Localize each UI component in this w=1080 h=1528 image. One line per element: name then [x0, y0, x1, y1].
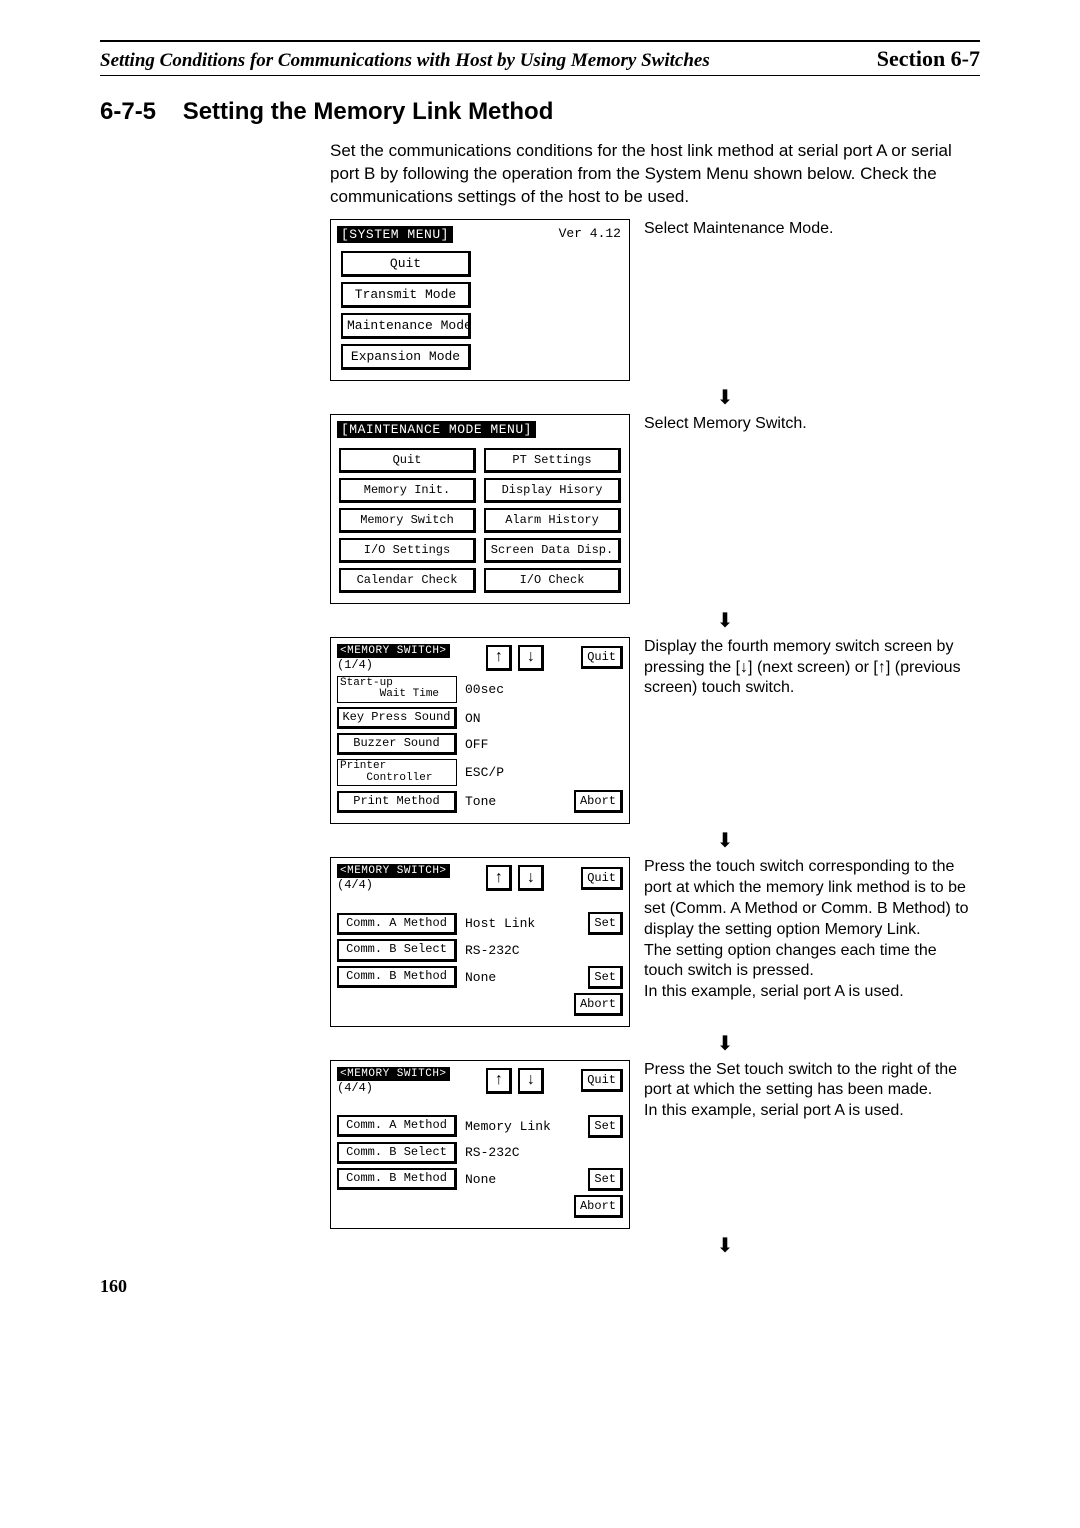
prev-screen-button[interactable]: ↑	[486, 865, 512, 891]
header-left: Setting Conditions for Communications wi…	[100, 50, 710, 72]
quit-button[interactable]: Quit	[581, 867, 623, 890]
comm-b-select-value: RS-232C	[465, 943, 623, 958]
arrow-down-icon: ⬇	[470, 828, 980, 853]
prev-screen-button[interactable]: ↑	[486, 1068, 512, 1094]
calendar-check-button[interactable]: Calendar Check	[339, 568, 476, 593]
alarm-history-button[interactable]: Alarm History	[484, 508, 621, 533]
quit-button[interactable]: Quit	[339, 448, 476, 473]
running-header: Setting Conditions for Communications wi…	[100, 46, 980, 72]
quit-button[interactable]: Quit	[581, 646, 623, 669]
printer-controller-value: ESC/P	[465, 765, 623, 780]
io-check-button[interactable]: I/O Check	[484, 568, 621, 593]
next-screen-button[interactable]: ↓	[518, 1068, 544, 1094]
memory-switch-panel-1: <MEMORY SWITCH> (1/4) ↑ ↓ Quit Start-up …	[330, 637, 630, 825]
memory-switch-tag: <MEMORY SWITCH>	[337, 1067, 450, 1081]
page-number: 160	[100, 1276, 980, 1297]
buzzer-sound-button[interactable]: Buzzer Sound	[337, 733, 457, 755]
prev-screen-button[interactable]: ↑	[486, 645, 512, 671]
arrow-down-icon: ⬇	[470, 385, 980, 410]
comm-a-method-button[interactable]: Comm. A Method	[337, 1115, 457, 1137]
start-up-wait-value: 00sec	[465, 682, 623, 697]
maintenance-menu-title: [MAINTENANCE MODE MENU]	[337, 421, 536, 438]
abort-button[interactable]: Abort	[574, 790, 623, 813]
print-method-value: Tone	[465, 794, 566, 809]
system-menu-panel: [SYSTEM MENU] Ver 4.12 Quit Transmit Mod…	[330, 219, 630, 381]
memory-switch-panel-3: <MEMORY SWITCH> (4/4) ↑ ↓ Quit Comm. A M…	[330, 1060, 630, 1229]
memory-switch-panel-2: <MEMORY SWITCH> (4/4) ↑ ↓ Quit Comm. A M…	[330, 857, 630, 1026]
arrow-down-icon: ⬇	[470, 1031, 980, 1056]
key-press-sound-button[interactable]: Key Press Sound	[337, 707, 457, 729]
buzzer-sound-value: OFF	[465, 737, 623, 752]
io-settings-button[interactable]: I/O Settings	[339, 538, 476, 563]
comm-b-method-button[interactable]: Comm. B Method	[337, 966, 457, 988]
abort-button[interactable]: Abort	[574, 1195, 623, 1218]
page-indicator: (1/4)	[337, 658, 450, 672]
comm-b-select-button[interactable]: Comm. B Select	[337, 939, 457, 961]
screen-data-disp-button[interactable]: Screen Data Disp.	[484, 538, 621, 563]
arrow-down-icon: ⬇	[470, 1233, 980, 1258]
pt-settings-button[interactable]: PT Settings	[484, 448, 621, 473]
memory-init-button[interactable]: Memory Init.	[339, 478, 476, 503]
intro-text: Set the communications conditions for th…	[330, 140, 980, 209]
start-up-wait-label: Start-up Wait Time	[337, 676, 457, 703]
section-heading: 6-7-5 Setting the Memory Link Method	[100, 98, 980, 126]
step3-desc: Display the fourth memory switch screen …	[644, 637, 980, 699]
maintenance-menu-panel: [MAINTENANCE MODE MENU] Quit Memory Init…	[330, 414, 630, 604]
print-method-button[interactable]: Print Method	[337, 791, 457, 813]
next-screen-button[interactable]: ↓	[518, 865, 544, 891]
set-button[interactable]: Set	[588, 1168, 623, 1191]
top-rule	[100, 40, 980, 42]
memory-switch-tag: <MEMORY SWITCH>	[337, 864, 450, 878]
comm-b-method-button[interactable]: Comm. B Method	[337, 1168, 457, 1190]
header-right: Section 6-7	[877, 46, 980, 72]
version-label: Ver 4.12	[559, 226, 621, 241]
step5-desc: Press the Set touch switch to the right …	[644, 1060, 980, 1122]
comm-b-select-value: RS-232C	[465, 1145, 623, 1160]
memory-switch-button[interactable]: Memory Switch	[339, 508, 476, 533]
section-title: Setting the Memory Link Method	[183, 98, 554, 125]
comm-a-method-value: Host Link	[465, 916, 580, 931]
transmit-mode-button[interactable]: Transmit Mode	[341, 282, 471, 308]
maintenance-mode-button[interactable]: Maintenance Mode	[341, 313, 471, 339]
comm-b-method-value: None	[465, 1172, 580, 1187]
comm-a-method-button[interactable]: Comm. A Method	[337, 913, 457, 935]
step1-desc: Select Maintenance Mode.	[644, 219, 980, 240]
display-history-button[interactable]: Display Hisory	[484, 478, 621, 503]
key-press-sound-value: ON	[465, 711, 623, 726]
expansion-mode-button[interactable]: Expansion Mode	[341, 344, 471, 370]
step4-desc: Press the touch switch corresponding to …	[644, 857, 980, 1003]
set-button[interactable]: Set	[588, 912, 623, 935]
comm-a-method-value: Memory Link	[465, 1119, 580, 1134]
page-indicator: (4/4)	[337, 878, 450, 892]
abort-button[interactable]: Abort	[574, 993, 623, 1016]
header-underline	[100, 75, 980, 76]
system-menu-title: [SYSTEM MENU]	[337, 226, 453, 243]
section-number: 6-7-5	[100, 98, 156, 125]
comm-b-method-value: None	[465, 970, 580, 985]
arrow-down-icon: ⬇	[470, 608, 980, 633]
set-button[interactable]: Set	[588, 966, 623, 989]
page-indicator: (4/4)	[337, 1081, 450, 1095]
step2-desc: Select Memory Switch.	[644, 414, 980, 435]
memory-switch-tag: <MEMORY SWITCH>	[337, 644, 450, 658]
quit-button[interactable]: Quit	[341, 251, 471, 277]
printer-controller-label: Printer Controller	[337, 759, 457, 786]
quit-button[interactable]: Quit	[581, 1069, 623, 1092]
next-screen-button[interactable]: ↓	[518, 645, 544, 671]
comm-b-select-button[interactable]: Comm. B Select	[337, 1142, 457, 1164]
set-button[interactable]: Set	[588, 1115, 623, 1138]
